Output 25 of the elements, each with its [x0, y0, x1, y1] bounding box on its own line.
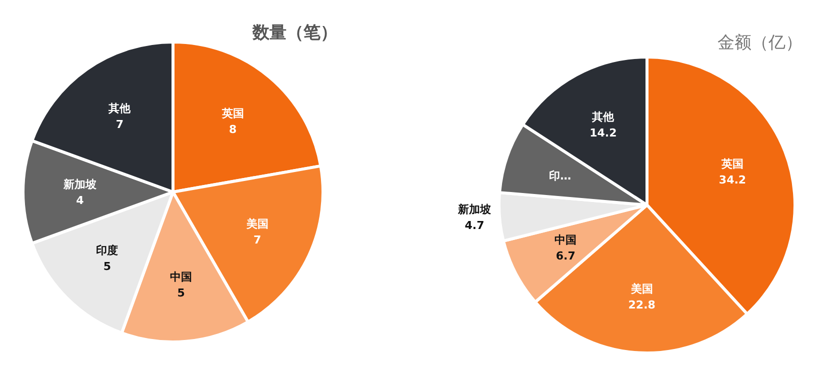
- slice-label: 中国: [170, 270, 192, 284]
- data-label: 5: [177, 286, 185, 300]
- slice-label: 其他: [591, 110, 616, 124]
- data-label: 34.2: [718, 174, 746, 187]
- data-label: 4: [76, 194, 84, 207]
- data-label: 4.7: [464, 219, 484, 232]
- data-label: 5: [103, 260, 112, 273]
- slice-label: 其他: [108, 102, 132, 115]
- data-label: 22.8: [628, 298, 656, 312]
- slice-label: 美国: [245, 217, 268, 230]
- data-label: 6.7: [556, 249, 576, 262]
- data-label: 14.2: [590, 126, 617, 140]
- slice-label: 美国: [630, 282, 653, 296]
- data-label: 8: [228, 122, 237, 136]
- slice-label: 英国: [720, 158, 744, 171]
- slice-label: 印…: [549, 169, 572, 182]
- slice-label: 新加坡: [457, 203, 492, 216]
- chart-title: 金额（亿）: [718, 33, 802, 53]
- data-label: 7: [116, 118, 124, 131]
- slice-label: 英国: [220, 106, 244, 120]
- slice-label: 中国: [554, 233, 577, 246]
- slice-label: 印度: [96, 244, 118, 257]
- data-label: 7: [253, 233, 262, 246]
- chart-title: 数量（笔）: [252, 23, 338, 43]
- slice-label: 新加坡: [62, 178, 98, 191]
